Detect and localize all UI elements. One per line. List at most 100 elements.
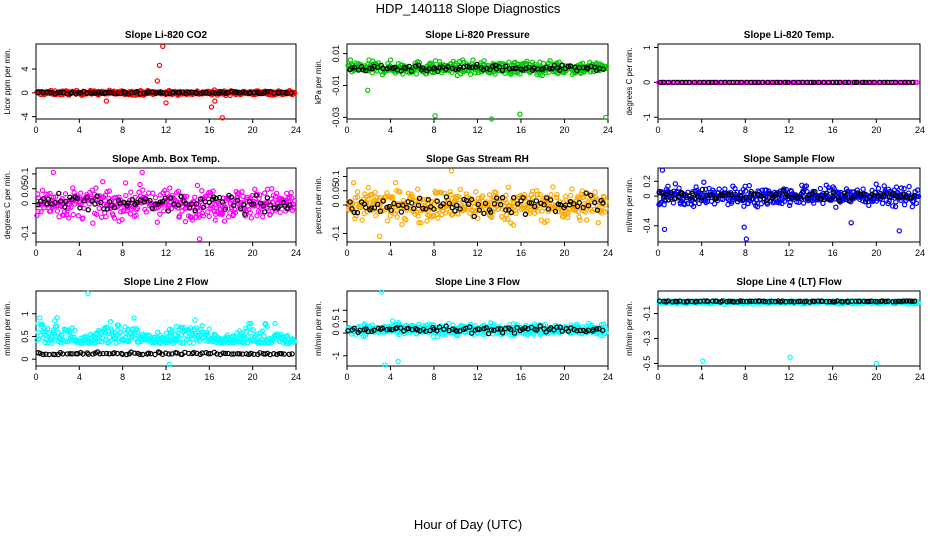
data-point <box>455 211 461 217</box>
mean-point <box>87 90 94 96</box>
data-point <box>602 209 608 215</box>
mean-point <box>351 64 358 71</box>
y-tick-label: -0.3 <box>642 331 652 347</box>
y-tick-label: 1 <box>331 308 341 313</box>
data-point <box>228 206 235 212</box>
x-tick-label: 20 <box>248 372 258 382</box>
x-tick-label: 8 <box>743 125 748 135</box>
y-tick-label: 0.5 <box>331 315 341 328</box>
data-point <box>47 190 53 197</box>
mean-point <box>216 194 223 201</box>
data-point <box>90 220 96 226</box>
data-point <box>831 186 837 192</box>
mean-point <box>503 63 509 70</box>
data-point <box>133 212 139 219</box>
data-point <box>61 212 67 218</box>
data-point <box>261 333 267 339</box>
x-tick-label: 20 <box>871 248 881 258</box>
mean-point <box>125 200 131 206</box>
data-point <box>291 90 298 96</box>
mean-point <box>520 194 526 201</box>
data-point <box>247 330 253 336</box>
data-point <box>548 191 554 198</box>
mean-point <box>541 201 547 208</box>
data-point <box>741 79 748 86</box>
x-tick-label: 16 <box>828 125 838 135</box>
y-axis-label: ml/min per min. <box>314 301 323 356</box>
data-point <box>497 199 503 205</box>
x-tick-label: 12 <box>784 125 794 135</box>
mean-point <box>559 328 565 334</box>
mean-point <box>409 200 415 206</box>
mean-point <box>193 201 200 207</box>
outlier-point <box>848 220 854 226</box>
mean-point <box>351 209 357 215</box>
data-point <box>875 185 882 192</box>
mean-point <box>92 201 98 207</box>
y-tick-label: -0.01 <box>331 75 341 96</box>
y-tick-label: -0.1 <box>20 225 30 241</box>
data-point <box>597 207 604 213</box>
mean-point <box>420 205 426 212</box>
data-point <box>50 194 57 200</box>
data-point <box>37 315 43 321</box>
mean-point <box>58 198 64 205</box>
mean-point <box>665 197 672 203</box>
mean-point <box>788 298 795 304</box>
mean-point <box>242 211 248 217</box>
data-point <box>394 214 400 220</box>
mean-point <box>186 89 192 96</box>
data-point <box>77 190 84 196</box>
mean-point <box>165 208 171 214</box>
mean-point <box>490 63 496 70</box>
data-point <box>866 202 872 209</box>
data-point <box>537 331 544 338</box>
outlier-point <box>603 114 609 121</box>
data-point <box>527 207 533 214</box>
data-point <box>504 216 511 222</box>
mean-point <box>833 79 840 86</box>
mean-point <box>388 207 394 213</box>
data-point <box>59 195 65 202</box>
mean-point <box>236 351 243 357</box>
data-point <box>392 179 399 186</box>
panel-title: Slope Line 4 (LT) Flow <box>736 277 842 288</box>
mean-point <box>375 201 381 208</box>
data-point <box>544 218 550 224</box>
mean-point <box>175 202 182 208</box>
data-point <box>554 191 560 198</box>
mean-point <box>276 203 282 209</box>
mean-point <box>360 67 366 73</box>
data-points <box>34 43 298 121</box>
mean-point <box>253 192 259 199</box>
mean-point <box>251 89 257 96</box>
mean-point <box>152 201 159 207</box>
x-tick-label: 0 <box>655 372 660 382</box>
data-point <box>165 205 171 211</box>
mean-point <box>64 91 71 97</box>
mean-point <box>698 197 705 204</box>
mean-point <box>231 89 238 95</box>
mean-point <box>157 89 164 96</box>
mean-point <box>57 89 63 96</box>
y-axis-label: percent per min. <box>314 176 323 234</box>
mean-point <box>885 298 891 304</box>
x-tick-label: 20 <box>559 372 569 382</box>
y-tick-label: 1 <box>20 311 30 316</box>
mean-point <box>386 65 393 71</box>
mean-point <box>600 66 607 72</box>
mean-point <box>256 90 263 97</box>
mean-point <box>522 325 528 331</box>
mean-point <box>178 193 184 199</box>
data-point <box>512 207 519 214</box>
mean-point <box>190 349 197 356</box>
x-tick-label: 8 <box>431 125 436 135</box>
mean-point <box>559 62 565 68</box>
panel-title: Slope Li-820 Temp. <box>744 30 835 41</box>
data-point <box>893 199 899 205</box>
x-tick-label: 0 <box>344 372 349 382</box>
x-tick-label: 8 <box>431 248 436 258</box>
data-point <box>154 329 161 335</box>
mean-point <box>537 323 543 329</box>
data-point <box>210 188 216 194</box>
